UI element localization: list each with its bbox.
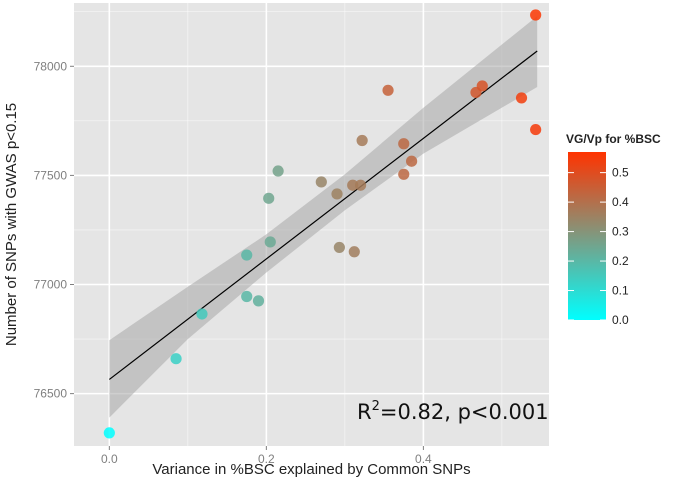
y-tick-label: 76500 (34, 387, 68, 401)
data-point (348, 246, 360, 258)
legend-tick-label: 0.2 (612, 254, 629, 268)
data-point (103, 427, 115, 439)
legend-tick-label: 0.5 (612, 166, 629, 180)
data-point (515, 92, 528, 104)
annotation-base: R (357, 400, 372, 424)
r-squared-annotation: R2=0.82, p<0.001 (357, 399, 549, 424)
data-point (252, 295, 265, 307)
y-axis-title: Number of SNPs with GWAS p<0.15 (3, 103, 20, 346)
fit-line (108, 50, 538, 380)
data-point (406, 155, 418, 167)
data-point (382, 84, 394, 96)
data-point (333, 241, 345, 254)
data-point (354, 179, 367, 191)
x-axis-title: Variance in %BSC explained by Common SNP… (152, 461, 470, 478)
y-tick-label: 77000 (34, 278, 68, 292)
data-point (196, 308, 208, 320)
data-point (241, 249, 253, 261)
annotation-rest: =0.82, p<0.001 (380, 400, 549, 424)
data-point (476, 80, 488, 92)
y-axis-ticks: 76500 77000 77500 78000 (34, 59, 74, 401)
x-tick-label: 0.4 (415, 452, 432, 466)
data-point (530, 9, 542, 21)
legend: VG/Vp for %BSC 0.0 0.1 0.2 0.3 0.4 0.5 (566, 132, 661, 327)
data-point (263, 192, 275, 204)
data-point (331, 188, 343, 200)
data-point (347, 179, 359, 191)
legend-colorbar (568, 152, 606, 320)
legend-tick-label: 0.3 (612, 225, 629, 239)
data-point (398, 168, 410, 180)
x-axis-ticks: 0.0 0.2 0.4 (101, 446, 432, 466)
data-point (530, 123, 542, 136)
data-point (264, 236, 276, 248)
data-point (356, 134, 368, 147)
legend-tick-label: 0.1 (612, 284, 629, 298)
confidence-band (109, 16, 538, 418)
data-point (272, 165, 284, 177)
y-tick-label: 78000 (34, 59, 68, 73)
legend-ticks: 0.0 0.1 0.2 0.3 0.4 0.5 (568, 166, 629, 327)
data-point (398, 138, 410, 150)
fit-line-group (108, 50, 538, 380)
annotation-superscript: 2 (372, 399, 380, 414)
data-point (241, 290, 253, 303)
y-tick-label: 77500 (34, 168, 68, 182)
x-tick-label: 0.2 (258, 452, 275, 466)
scatter-points (103, 9, 542, 439)
confidence-band-area (109, 16, 538, 418)
data-point (170, 353, 182, 365)
data-point (315, 176, 327, 188)
legend-tick-label: 0.4 (612, 195, 629, 209)
x-tick-label: 0.0 (101, 452, 118, 466)
legend-title: VG/Vp for %BSC (566, 132, 661, 146)
legend-tick-label: 0.0 (612, 313, 629, 327)
